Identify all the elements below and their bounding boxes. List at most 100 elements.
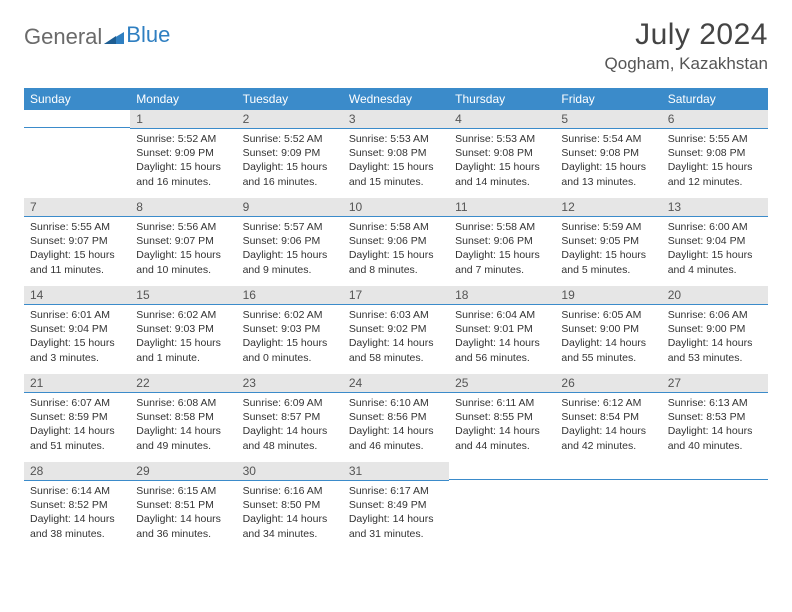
sunset-text: Sunset: 8:57 PM	[243, 410, 337, 424]
calendar-cell: 28Sunrise: 6:14 AMSunset: 8:52 PMDayligh…	[24, 462, 130, 550]
day-details: Sunrise: 6:14 AMSunset: 8:52 PMDaylight:…	[24, 481, 130, 547]
calendar-cell: 15Sunrise: 6:02 AMSunset: 9:03 PMDayligh…	[130, 286, 236, 374]
day-number: 13	[662, 198, 768, 217]
calendar-cell: 27Sunrise: 6:13 AMSunset: 8:53 PMDayligh…	[662, 374, 768, 462]
page-header: GeneralBlue July 2024 Qogham, Kazakhstan	[24, 18, 768, 74]
weekday-header: Friday	[555, 88, 661, 110]
weekday-header: Sunday	[24, 88, 130, 110]
daylight-text: Daylight: 14 hours and 48 minutes.	[243, 424, 337, 452]
daylight-text: Daylight: 14 hours and 38 minutes.	[30, 512, 124, 540]
calendar-cell: 29Sunrise: 6:15 AMSunset: 8:51 PMDayligh…	[130, 462, 236, 550]
sunset-text: Sunset: 9:09 PM	[243, 146, 337, 160]
day-details: Sunrise: 6:07 AMSunset: 8:59 PMDaylight:…	[24, 393, 130, 459]
day-number: 30	[237, 462, 343, 481]
daylight-text: Daylight: 14 hours and 55 minutes.	[561, 336, 655, 364]
weekday-header: Wednesday	[343, 88, 449, 110]
day-details: Sunrise: 6:16 AMSunset: 8:50 PMDaylight:…	[237, 481, 343, 547]
day-details: Sunrise: 5:52 AMSunset: 9:09 PMDaylight:…	[130, 129, 236, 195]
day-number: 23	[237, 374, 343, 393]
calendar-cell: 6Sunrise: 5:55 AMSunset: 9:08 PMDaylight…	[662, 110, 768, 198]
weekday-header: Saturday	[662, 88, 768, 110]
sunrise-text: Sunrise: 6:11 AM	[455, 396, 549, 410]
daylight-text: Daylight: 14 hours and 34 minutes.	[243, 512, 337, 540]
daylight-text: Daylight: 14 hours and 49 minutes.	[136, 424, 230, 452]
sunrise-text: Sunrise: 6:17 AM	[349, 484, 443, 498]
daylight-text: Daylight: 14 hours and 56 minutes.	[455, 336, 549, 364]
daylight-text: Daylight: 15 hours and 12 minutes.	[668, 160, 762, 188]
sunrise-text: Sunrise: 6:14 AM	[30, 484, 124, 498]
calendar-cell-empty	[449, 462, 555, 550]
calendar-cell: 17Sunrise: 6:03 AMSunset: 9:02 PMDayligh…	[343, 286, 449, 374]
calendar-cell: 25Sunrise: 6:11 AMSunset: 8:55 PMDayligh…	[449, 374, 555, 462]
sunset-text: Sunset: 9:05 PM	[561, 234, 655, 248]
day-details: Sunrise: 6:12 AMSunset: 8:54 PMDaylight:…	[555, 393, 661, 459]
sunrise-text: Sunrise: 6:06 AM	[668, 308, 762, 322]
day-number: 20	[662, 286, 768, 305]
calendar-cell: 2 Sunrise: 5:52 AMSunset: 9:09 PMDaylight…	[237, 110, 343, 198]
day-number: 1	[130, 110, 236, 129]
sunrise-text: Sunrise: 6:16 AM	[243, 484, 337, 498]
day-details: Sunrise: 5:55 AMSunset: 9:08 PMDaylight:…	[662, 129, 768, 195]
day-number: 6	[662, 110, 768, 129]
day-number: 8	[130, 198, 236, 217]
day-number: 4	[449, 110, 555, 129]
sunset-text: Sunset: 9:02 PM	[349, 322, 443, 336]
sunset-text: Sunset: 9:03 PM	[136, 322, 230, 336]
daylight-text: Daylight: 15 hours and 11 minutes.	[30, 248, 124, 276]
logo-text-2: Blue	[126, 22, 170, 48]
calendar-cell: 30Sunrise: 6:16 AMSunset: 8:50 PMDayligh…	[237, 462, 343, 550]
calendar-cell: 24Sunrise: 6:10 AMSunset: 8:56 PMDayligh…	[343, 374, 449, 462]
day-details: Sunrise: 6:13 AMSunset: 8:53 PMDaylight:…	[662, 393, 768, 459]
day-details: Sunrise: 6:15 AMSunset: 8:51 PMDaylight:…	[130, 481, 236, 547]
sunrise-text: Sunrise: 5:57 AM	[243, 220, 337, 234]
day-details: Sunrise: 6:17 AMSunset: 8:49 PMDaylight:…	[343, 481, 449, 547]
calendar-cell-empty	[24, 110, 130, 198]
calendar-cell: 19 Sunrise: 6:05 AMSunset: 9:00 PMDayligh…	[555, 286, 661, 374]
sunrise-text: Sunrise: 6:08 AM	[136, 396, 230, 410]
daylight-text: Daylight: 15 hours and 14 minutes.	[455, 160, 549, 188]
sunrise-text: Sunrise: 6:05 AM	[561, 308, 655, 322]
day-number: 29	[130, 462, 236, 481]
sunrise-text: Sunrise: 5:52 AM	[243, 132, 337, 146]
logo: GeneralBlue	[24, 18, 170, 50]
sunrise-text: Sunrise: 6:10 AM	[349, 396, 443, 410]
sunset-text: Sunset: 9:08 PM	[349, 146, 443, 160]
sunrise-text: Sunrise: 6:02 AM	[243, 308, 337, 322]
daylight-text: Daylight: 14 hours and 36 minutes.	[136, 512, 230, 540]
day-details: Sunrise: 5:56 AMSunset: 9:07 PMDaylight:…	[130, 217, 236, 283]
day-number: 16	[237, 286, 343, 305]
calendar-cell: 11Sunrise: 5:58 AMSunset: 9:06 PMDayligh…	[449, 198, 555, 286]
calendar-week-row: 21Sunrise: 6:07 AMSunset: 8:59 PMDayligh…	[24, 374, 768, 462]
sunset-text: Sunset: 9:00 PM	[561, 322, 655, 336]
day-number: 2	[237, 110, 343, 129]
day-details: Sunrise: 6:04 AMSunset: 9:01 PMDaylight:…	[449, 305, 555, 371]
sunrise-text: Sunrise: 6:09 AM	[243, 396, 337, 410]
calendar-cell: 13Sunrise: 6:00 AMSunset: 9:04 PMDayligh…	[662, 198, 768, 286]
weekday-header: Monday	[130, 88, 236, 110]
sunrise-text: Sunrise: 6:13 AM	[668, 396, 762, 410]
sunset-text: Sunset: 8:59 PM	[30, 410, 124, 424]
sunset-text: Sunset: 8:56 PM	[349, 410, 443, 424]
day-number: 19	[555, 286, 661, 305]
calendar-cell: 3Sunrise: 5:53 AMSunset: 9:08 PMDaylight…	[343, 110, 449, 198]
daylight-text: Daylight: 15 hours and 8 minutes.	[349, 248, 443, 276]
calendar-cell: 18Sunrise: 6:04 AMSunset: 9:01 PMDayligh…	[449, 286, 555, 374]
sunset-text: Sunset: 8:52 PM	[30, 498, 124, 512]
sunrise-text: Sunrise: 6:01 AM	[30, 308, 124, 322]
day-details: Sunrise: 5:54 AMSunset: 9:08 PMDaylight:…	[555, 129, 661, 195]
day-details: Sunrise: 6:00 AMSunset: 9:04 PMDaylight:…	[662, 217, 768, 283]
weekday-header: Thursday	[449, 88, 555, 110]
sunset-text: Sunset: 8:51 PM	[136, 498, 230, 512]
sunset-text: Sunset: 9:01 PM	[455, 322, 549, 336]
day-number: 31	[343, 462, 449, 481]
sunrise-text: Sunrise: 5:53 AM	[455, 132, 549, 146]
daylight-text: Daylight: 15 hours and 16 minutes.	[243, 160, 337, 188]
daylight-text: Daylight: 14 hours and 51 minutes.	[30, 424, 124, 452]
calendar-cell: 5Sunrise: 5:54 AMSunset: 9:08 PMDaylight…	[555, 110, 661, 198]
logo-triangle-icon	[104, 24, 124, 50]
sunset-text: Sunset: 8:58 PM	[136, 410, 230, 424]
calendar-cell: 1Sunrise: 5:52 AMSunset: 9:09 PMDaylight…	[130, 110, 236, 198]
sunset-text: Sunset: 9:06 PM	[349, 234, 443, 248]
daylight-text: Daylight: 14 hours and 53 minutes.	[668, 336, 762, 364]
day-number: 12	[555, 198, 661, 217]
